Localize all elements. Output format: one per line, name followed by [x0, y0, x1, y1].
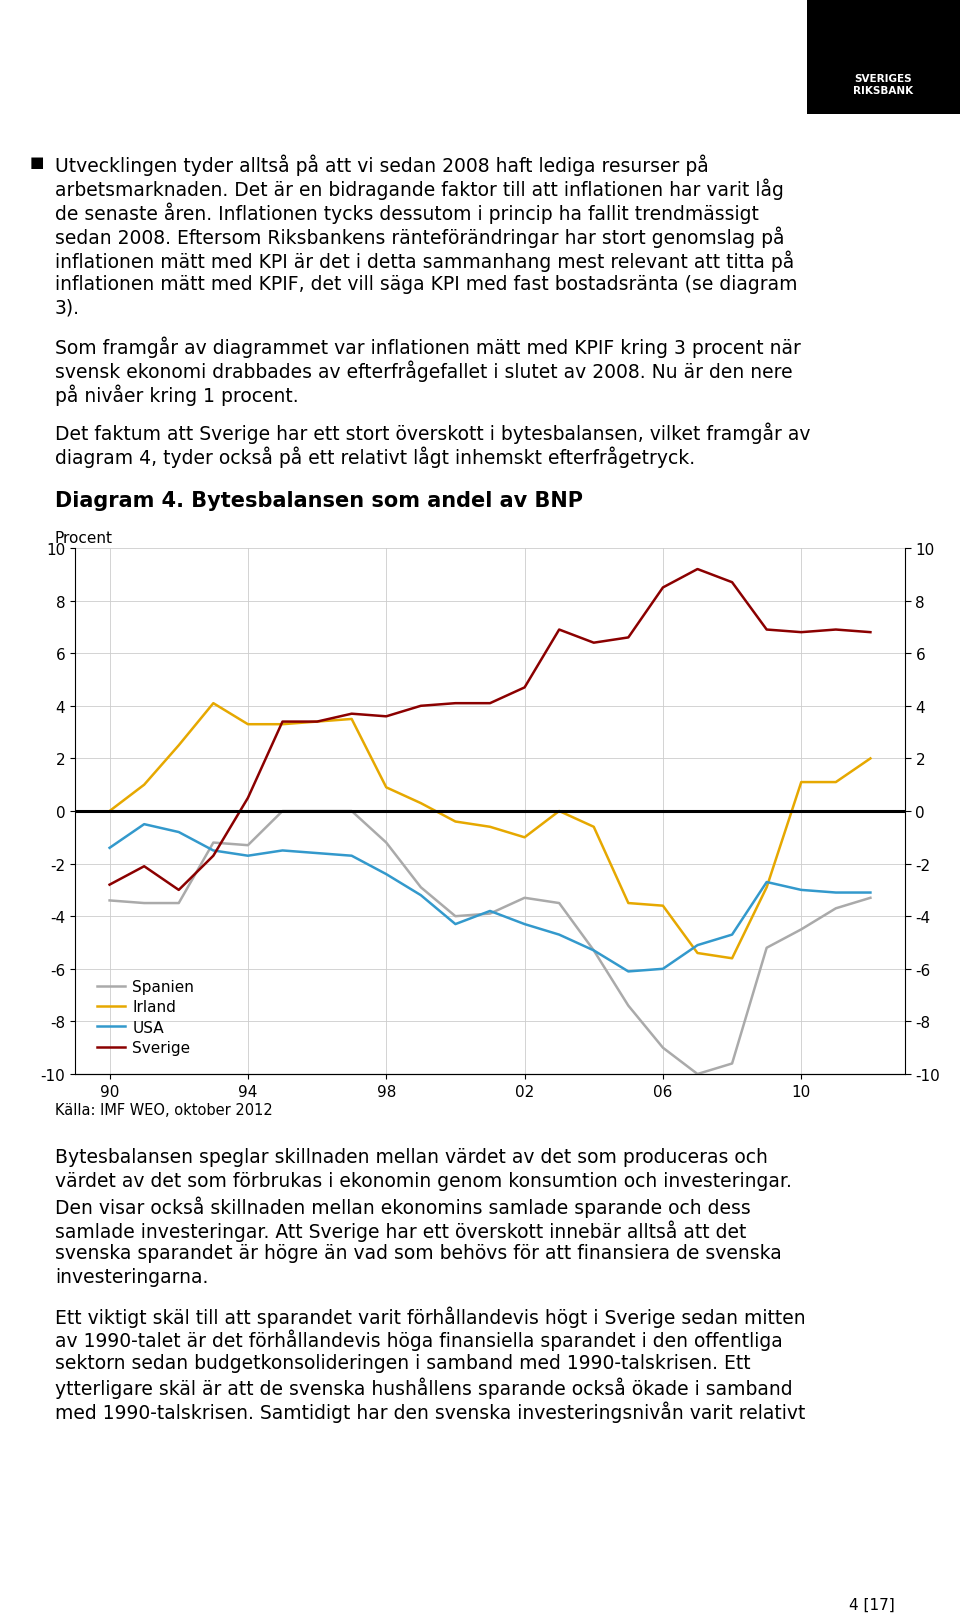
Text: svenska sparandet är högre än vad som behövs för att finansiera de svenska: svenska sparandet är högre än vad som be…: [55, 1243, 781, 1263]
Legend: Spanien, Irland, USA, Sverige: Spanien, Irland, USA, Sverige: [91, 974, 201, 1061]
Text: arbetsmarknaden. Det är en bidragande faktor till att inflationen har varit låg: arbetsmarknaden. Det är en bidragande fa…: [55, 179, 784, 200]
Text: värdet av det som förbrukas i ekonomin genom konsumtion och investeringar.: värdet av det som förbrukas i ekonomin g…: [55, 1172, 792, 1190]
Text: sektorn sedan budgetkonsolideringen i samband med 1990-talskrisen. Ett: sektorn sedan budgetkonsolideringen i sa…: [55, 1354, 751, 1371]
Text: Diagram 4. Bytesbalansen som andel av BNP: Diagram 4. Bytesbalansen som andel av BN…: [55, 490, 583, 511]
Text: SVERIGES
RIKSBANK: SVERIGES RIKSBANK: [852, 75, 913, 96]
Text: inflationen mätt med KPI är det i detta sammanhang mest relevant att titta på: inflationen mätt med KPI är det i detta …: [55, 252, 794, 273]
Text: 3).: 3).: [55, 299, 80, 318]
Text: inflationen mätt med KPIF, det vill säga KPI med fast bostadsränta (se diagram: inflationen mätt med KPIF, det vill säga…: [55, 274, 798, 294]
Text: Det faktum att Sverige har ett stort överskott i bytesbalansen, vilket framgår a: Det faktum att Sverige har ett stort öve…: [55, 422, 810, 445]
Text: Källa: IMF WEO, oktober 2012: Källa: IMF WEO, oktober 2012: [55, 1102, 273, 1117]
Text: med 1990-talskrisen. Samtidigt har den svenska investeringsnivån varit relativt: med 1990-talskrisen. Samtidigt har den s…: [55, 1401, 805, 1423]
Text: svensk ekonomi drabbades av efterfrågefallet i slutet av 2008. Nu är den nere: svensk ekonomi drabbades av efterfrågefa…: [55, 360, 793, 383]
Text: sedan 2008. Eftersom Riksbankens ränteförändringar har stort genomslag på: sedan 2008. Eftersom Riksbankens räntefö…: [55, 227, 784, 248]
Text: samlade investeringar. Att Sverige har ett överskott innebär alltså att det: samlade investeringar. Att Sverige har e…: [55, 1219, 746, 1240]
Text: ytterligare skäl är att de svenska hushållens sparande också ökade i samband: ytterligare skäl är att de svenska hushå…: [55, 1378, 793, 1399]
Text: de senaste åren. Inflationen tycks dessutom i princip ha fallit trendmässigt: de senaste åren. Inflationen tycks dessu…: [55, 203, 758, 224]
Text: 4 [17]: 4 [17]: [850, 1597, 895, 1612]
Text: på nivåer kring 1 procent.: på nivåer kring 1 procent.: [55, 385, 299, 406]
Text: ■: ■: [30, 154, 44, 170]
Text: Bytesbalansen speglar skillnaden mellan värdet av det som produceras och: Bytesbalansen speglar skillnaden mellan …: [55, 1147, 768, 1167]
Text: Utvecklingen tyder alltså på att vi sedan 2008 haft lediga resurser på: Utvecklingen tyder alltså på att vi seda…: [55, 154, 708, 177]
Text: diagram 4, tyder också på ett relativt lågt inhemskt efterfrågetryck.: diagram 4, tyder också på ett relativt l…: [55, 446, 695, 467]
Text: Som framgår av diagrammet var inflationen mätt med KPIF kring 3 procent när: Som framgår av diagrammet var inflatione…: [55, 338, 801, 359]
Text: Procent: Procent: [55, 531, 113, 545]
Text: investeringarna.: investeringarna.: [55, 1268, 208, 1285]
Text: Ett viktigt skäl till att sparandet varit förhållandevis högt i Sverige sedan mi: Ett viktigt skäl till att sparandet vari…: [55, 1305, 805, 1326]
Text: av 1990-talet är det förhållandevis höga finansiella sparandet i den offentliga: av 1990-talet är det förhållandevis höga…: [55, 1329, 782, 1350]
Text: Den visar också skillnaden mellan ekonomins samlade sparande och dess: Den visar också skillnaden mellan ekonom…: [55, 1195, 751, 1217]
